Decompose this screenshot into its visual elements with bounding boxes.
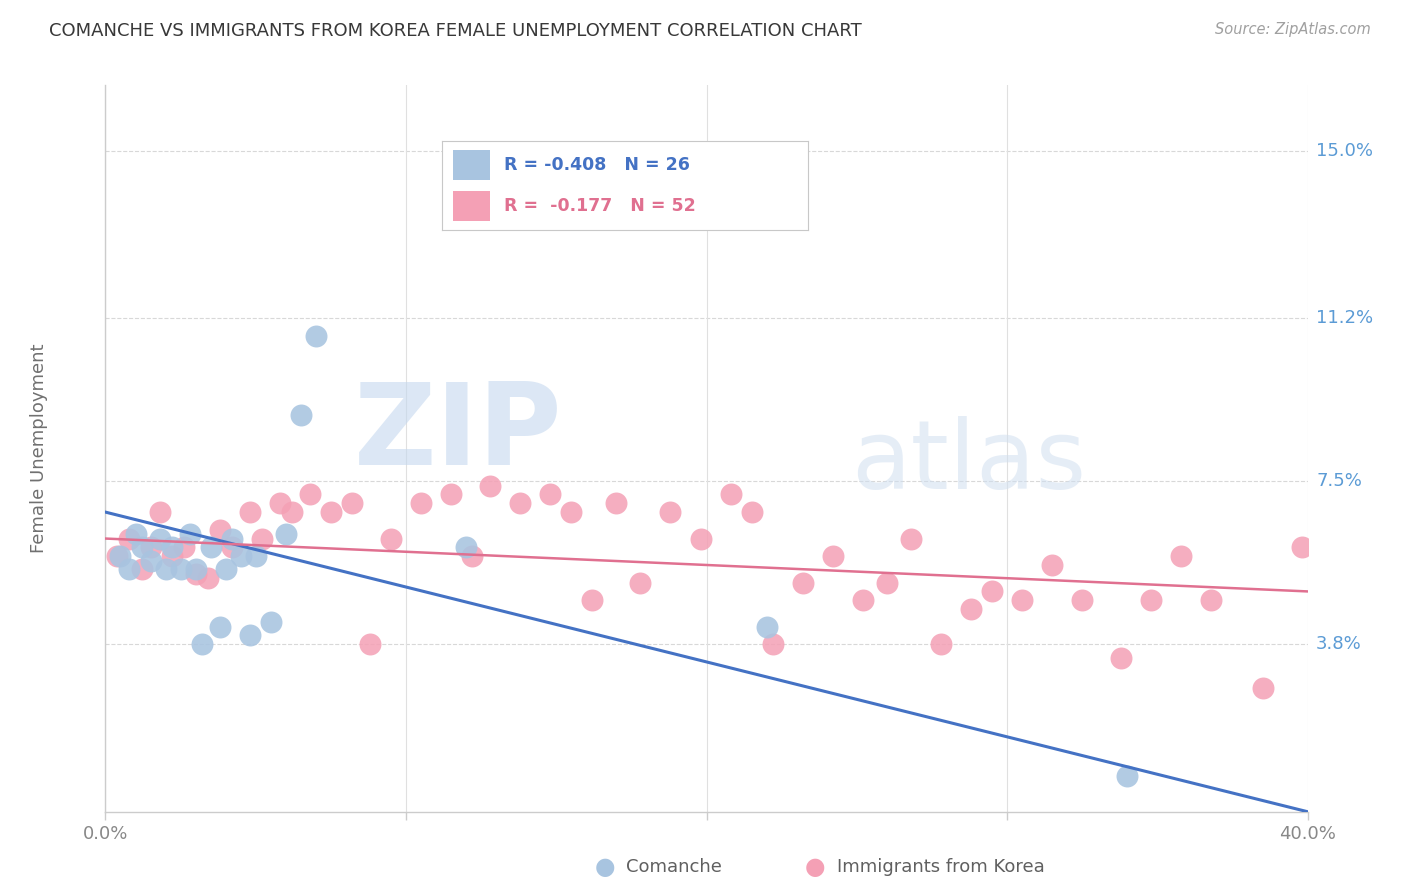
Text: 7.5%: 7.5% [1316,472,1362,491]
Point [605,496,627,510]
Point [340,496,363,510]
Point [229,549,252,564]
Point [628,575,651,590]
Point [1170,549,1192,564]
Point [1011,593,1033,607]
Point [821,549,844,564]
Text: Female Unemployment: Female Unemployment [31,343,48,553]
Point [900,532,922,546]
Text: Source: ZipAtlas.com: Source: ZipAtlas.com [1215,22,1371,37]
Point [538,487,561,501]
Point [148,532,170,546]
Point [274,527,297,541]
Point [197,571,219,585]
Point [981,584,1004,599]
Text: R =  -0.177   N = 52: R = -0.177 N = 52 [505,197,696,215]
Bar [453,150,489,180]
Point [929,637,952,651]
Point [155,562,177,576]
Point [1116,769,1139,783]
Point [852,593,875,607]
Text: Comanche: Comanche [626,858,721,876]
Point [1291,541,1313,555]
Point [173,541,195,555]
Point [290,408,312,422]
Point [305,329,328,343]
Point [139,541,162,555]
Text: Immigrants from Korea: Immigrants from Korea [837,858,1045,876]
Point [221,541,243,555]
Point [319,505,342,519]
Text: ZIP: ZIP [354,378,562,489]
Point [260,615,283,630]
Text: COMANCHE VS IMMIGRANTS FROM KOREA FEMALE UNEMPLOYMENT CORRELATION CHART: COMANCHE VS IMMIGRANTS FROM KOREA FEMALE… [49,22,862,40]
Text: 15.0%: 15.0% [1316,142,1374,160]
Point [659,505,682,519]
Point [792,575,814,590]
Text: atlas: atlas [851,417,1085,509]
Point [118,562,141,576]
Point [208,523,231,537]
Point [269,496,291,510]
Point [221,532,243,546]
Point [1071,593,1094,607]
Point [239,628,262,642]
Point [124,527,146,541]
Point [1140,593,1163,607]
Point [148,505,170,519]
Point [184,566,207,581]
Point [560,505,582,519]
Point [281,505,304,519]
Point [1251,681,1274,696]
Point [239,505,262,519]
Point [107,549,129,564]
Bar [453,191,489,221]
Text: 3.8%: 3.8% [1316,635,1362,653]
Text: R = -0.408   N = 26: R = -0.408 N = 26 [505,156,690,174]
Point [190,637,212,651]
Point [184,562,207,576]
Point [581,593,603,607]
Point [179,527,201,541]
Point [461,549,484,564]
Point [200,541,222,555]
Point [876,575,898,590]
Text: ●: ● [595,855,614,879]
Point [208,620,231,634]
Point [169,562,191,576]
Point [689,532,711,546]
Point [762,637,785,651]
Point [359,637,381,651]
Point [479,478,502,492]
Point [139,553,162,567]
Point [755,620,778,634]
Point [214,562,236,576]
Point [1201,593,1223,607]
Point [409,496,432,510]
Point [741,505,763,519]
Point [160,549,183,564]
Point [118,532,141,546]
Point [131,562,153,576]
Point [454,541,477,555]
Text: ●: ● [806,855,825,879]
Text: 11.2%: 11.2% [1316,310,1374,327]
Point [298,487,321,501]
Point [250,532,273,546]
Point [720,487,742,501]
Point [509,496,531,510]
Point [380,532,402,546]
Point [131,541,153,555]
Point [1109,650,1132,665]
Point [440,487,463,501]
Point [1040,558,1063,572]
Point [110,549,132,564]
Point [960,602,983,616]
Point [160,541,183,555]
Point [245,549,267,564]
